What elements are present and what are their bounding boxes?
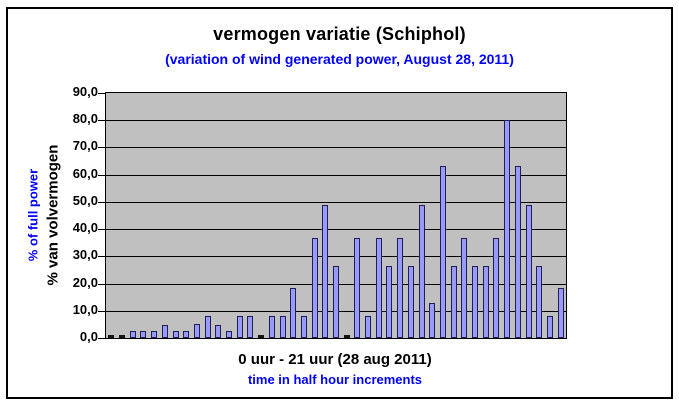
y-tick-mark bbox=[98, 338, 105, 339]
bar bbox=[365, 316, 371, 338]
bar bbox=[515, 166, 521, 338]
bar bbox=[408, 266, 414, 338]
y-axis-tick-marks bbox=[98, 93, 105, 339]
y-axis-tick-labels: 90,0 80,0 70,0 60,0 50,0 40,0 30,0 20,0 10,0 0,0 bbox=[30, 84, 98, 344]
gridline bbox=[106, 120, 566, 121]
y-tick-mark bbox=[98, 284, 105, 285]
gridline bbox=[106, 256, 566, 257]
bar bbox=[280, 316, 286, 338]
bar bbox=[130, 331, 136, 338]
y-tick-label: 0,0 bbox=[79, 329, 98, 344]
y-tick-mark bbox=[98, 311, 105, 312]
y-tick-label: 60,0 bbox=[72, 166, 98, 181]
bar bbox=[322, 205, 328, 338]
y-tick-label: 30,0 bbox=[72, 247, 98, 262]
bar bbox=[536, 266, 542, 338]
bar bbox=[333, 266, 339, 338]
y-tick-mark bbox=[98, 147, 105, 148]
chart-subtitle: (variation of wind generated power, Augu… bbox=[165, 51, 514, 67]
y-tick-mark bbox=[98, 93, 105, 94]
chart-frame: vermogen variatie (Schiphol) (variation … bbox=[6, 7, 673, 399]
y-tick-label: 20,0 bbox=[72, 275, 98, 290]
bar bbox=[140, 331, 146, 338]
bar bbox=[290, 288, 296, 338]
gridline bbox=[106, 202, 566, 203]
bar bbox=[472, 266, 478, 338]
bar bbox=[312, 238, 318, 338]
bar bbox=[247, 316, 253, 338]
bar bbox=[215, 325, 221, 338]
gridline bbox=[106, 229, 566, 230]
bar bbox=[376, 238, 382, 338]
x-axis-title: 0 uur - 21 uur (28 aug 2011) bbox=[238, 351, 432, 368]
bar bbox=[354, 238, 360, 338]
bar bbox=[504, 120, 510, 338]
bar bbox=[183, 331, 189, 338]
y-tick-label: 70,0 bbox=[72, 138, 98, 153]
gridline bbox=[106, 175, 566, 176]
bar bbox=[269, 316, 275, 338]
y-tick-label: 10,0 bbox=[72, 302, 98, 317]
y-tick-mark bbox=[98, 229, 105, 230]
y-tick-label: 90,0 bbox=[72, 84, 98, 99]
bar bbox=[226, 331, 232, 338]
y-tick-mark bbox=[98, 202, 105, 203]
zero-bar bbox=[119, 335, 125, 338]
bar bbox=[526, 205, 532, 338]
bar bbox=[440, 166, 446, 338]
bar bbox=[162, 325, 168, 338]
zero-bar bbox=[344, 335, 350, 338]
bar bbox=[205, 316, 211, 338]
bar bbox=[558, 288, 564, 338]
bar bbox=[483, 266, 489, 338]
bar bbox=[301, 316, 307, 338]
bar bbox=[451, 266, 457, 338]
bar bbox=[237, 316, 243, 338]
bar bbox=[461, 238, 467, 338]
plot-area bbox=[105, 92, 567, 339]
y-tick-label: 40,0 bbox=[72, 220, 98, 235]
bar bbox=[397, 238, 403, 338]
bar bbox=[419, 205, 425, 338]
bar bbox=[194, 324, 200, 338]
bar bbox=[429, 303, 435, 338]
bar bbox=[386, 266, 392, 338]
y-tick-label: 80,0 bbox=[72, 111, 98, 126]
bar bbox=[547, 316, 553, 338]
y-tick-mark bbox=[98, 256, 105, 257]
bar bbox=[151, 331, 157, 338]
y-tick-mark bbox=[98, 175, 105, 176]
zero-bar bbox=[258, 335, 264, 338]
bar bbox=[173, 331, 179, 338]
y-tick-label: 50,0 bbox=[72, 193, 98, 208]
gridline bbox=[106, 147, 566, 148]
bar bbox=[493, 238, 499, 338]
x-axis-subtitle: time in half hour increments bbox=[247, 372, 423, 387]
chart-title: vermogen variatie (Schiphol) bbox=[213, 24, 466, 44]
zero-bar bbox=[108, 335, 114, 338]
y-tick-mark bbox=[98, 120, 105, 121]
